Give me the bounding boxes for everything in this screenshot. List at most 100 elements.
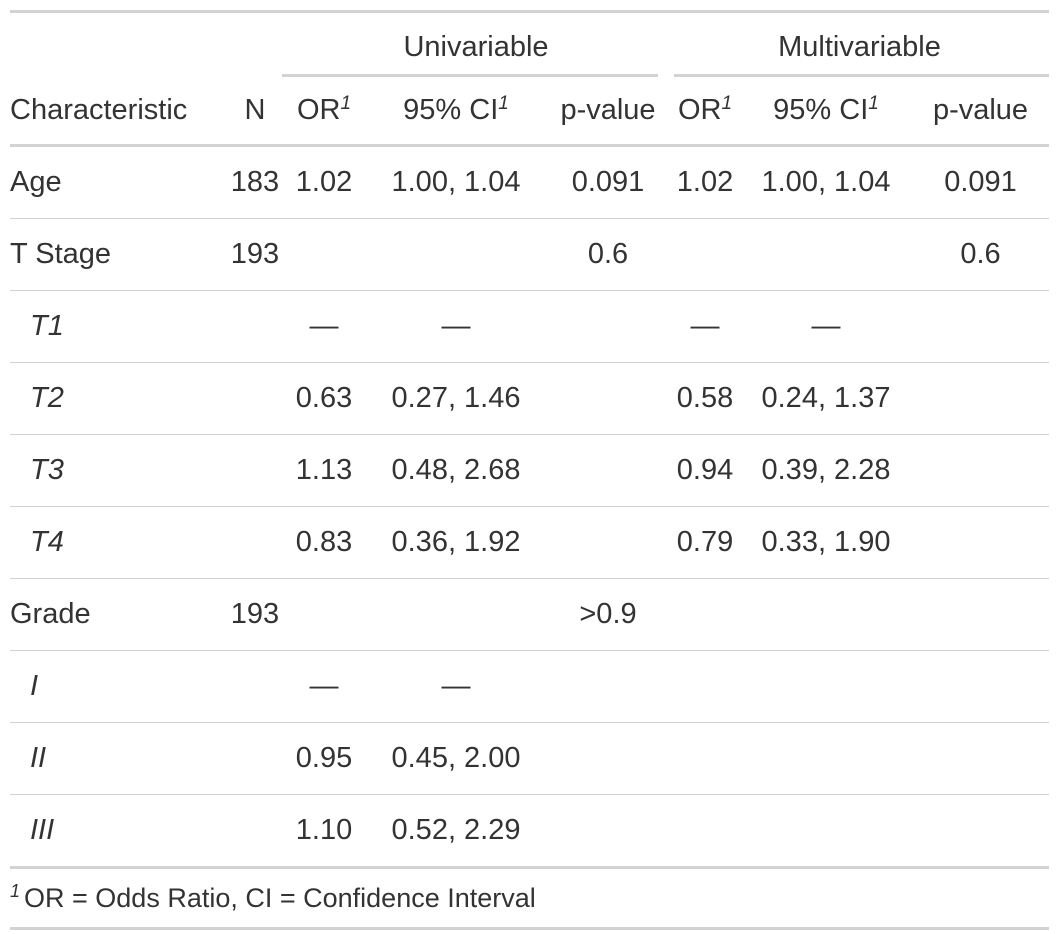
footnote-marker: 1 <box>340 93 352 114</box>
row-label: I <box>10 650 228 723</box>
cell-multivariable-p-value <box>912 362 1049 435</box>
cell-univariable-ci: 0.48, 2.68 <box>366 434 546 507</box>
cell-n <box>228 794 282 869</box>
cell-univariable-or: 1.02 <box>282 145 366 219</box>
cell-univariable-p-value: >0.9 <box>546 578 670 651</box>
header-multivariable-or: OR1 <box>670 77 740 147</box>
cell-multivariable-or <box>670 218 740 291</box>
cell-multivariable-or <box>670 794 740 869</box>
footnote-marker: 1 <box>721 93 733 114</box>
header-or-text: OR <box>296 94 341 126</box>
column-header-row: Characteristic N OR1 95% CI1 p-value OR1… <box>10 77 1049 147</box>
row-label: T Stage <box>10 218 228 291</box>
footnote-row: 1 OR = Odds Ratio, CI = Confidence Interv… <box>10 868 1049 929</box>
header-univariable-p-value: p-value <box>546 77 670 147</box>
cell-univariable-or: 0.83 <box>282 506 366 579</box>
cell-multivariable-or <box>670 650 740 723</box>
cell-n: 193 <box>228 218 282 291</box>
cell-univariable-or: 0.95 <box>282 722 366 795</box>
row-label: T4 <box>10 506 228 579</box>
cell-n <box>228 722 282 795</box>
footnote: 1 OR = Odds Ratio, CI = Confidence Interv… <box>10 868 1049 929</box>
table-row: III 1.10 0.52, 2.29 <box>10 794 1049 869</box>
cell-multivariable-p-value <box>912 794 1049 869</box>
cell-univariable-p-value <box>546 290 670 363</box>
row-label: II <box>10 722 228 795</box>
cell-n <box>228 650 282 723</box>
cell-multivariable-p-value <box>912 722 1049 795</box>
table-row: I — — <box>10 650 1049 723</box>
spanner-multivariable-label: Multivariable <box>778 30 941 63</box>
cell-univariable-or <box>282 578 366 651</box>
header-ci-text: 95% CI <box>403 94 499 126</box>
spanner-multivariable: Multivariable <box>670 12 1049 77</box>
cell-univariable-p-value <box>546 650 670 723</box>
spanner-univariable-rule <box>282 74 658 77</box>
cell-multivariable-or <box>670 578 740 651</box>
cell-univariable-ci: 1.00, 1.04 <box>366 145 546 219</box>
cell-multivariable-or: 0.79 <box>670 506 740 579</box>
row-label: Grade <box>10 578 228 651</box>
table-row: T1 — — — — <box>10 290 1049 363</box>
cell-univariable-or: 1.13 <box>282 434 366 507</box>
regression-table-container: Univariable Multivariable Characteristic… <box>10 10 1049 930</box>
cell-multivariable-ci: 0.39, 2.28 <box>740 434 912 507</box>
row-label: T1 <box>10 290 228 363</box>
cell-multivariable-p-value <box>912 290 1049 363</box>
cell-multivariable-ci <box>740 218 912 291</box>
spanner-univariable: Univariable <box>282 12 670 77</box>
cell-multivariable-ci <box>740 722 912 795</box>
cell-multivariable-or <box>670 722 740 795</box>
cell-n <box>228 434 282 507</box>
cell-n <box>228 290 282 363</box>
table-row: T4 0.83 0.36, 1.92 0.79 0.33, 1.90 <box>10 506 1049 579</box>
header-ci-text: 95% CI <box>773 94 869 126</box>
cell-univariable-p-value: 0.6 <box>546 218 670 291</box>
table-row: T3 1.13 0.48, 2.68 0.94 0.39, 2.28 <box>10 434 1049 507</box>
cell-univariable-ci: 0.36, 1.92 <box>366 506 546 579</box>
cell-univariable-or: — <box>282 650 366 723</box>
row-label: T3 <box>10 434 228 507</box>
cell-n: 193 <box>228 578 282 651</box>
cell-univariable-ci: 0.52, 2.29 <box>366 794 546 869</box>
cell-multivariable-p-value <box>912 650 1049 723</box>
cell-multivariable-ci <box>740 650 912 723</box>
spanner-empty-cell <box>10 12 282 78</box>
header-univariable-or: OR1 <box>282 77 366 147</box>
footnote-text: OR = Odds Ratio, CI = Confidence Interva… <box>24 882 536 913</box>
cell-n <box>228 362 282 435</box>
cell-univariable-or: 1.10 <box>282 794 366 869</box>
cell-multivariable-or: — <box>670 290 740 363</box>
spanner-multivariable-rule <box>674 74 1049 77</box>
cell-univariable-p-value <box>546 434 670 507</box>
row-label: Age <box>10 145 228 219</box>
table-row: II 0.95 0.45, 2.00 <box>10 722 1049 795</box>
cell-multivariable-or: 1.02 <box>670 145 740 219</box>
header-or-text: OR <box>677 94 722 126</box>
table-row: T2 0.63 0.27, 1.46 0.58 0.24, 1.37 <box>10 362 1049 435</box>
cell-multivariable-ci: 0.24, 1.37 <box>740 362 912 435</box>
header-characteristic: Characteristic <box>10 77 228 147</box>
header-univariable-ci: 95% CI1 <box>366 77 546 147</box>
header-multivariable-ci: 95% CI1 <box>740 77 912 147</box>
header-n: N <box>228 77 282 147</box>
cell-univariable-ci: 0.27, 1.46 <box>366 362 546 435</box>
cell-univariable-p-value <box>546 794 670 869</box>
cell-multivariable-ci: 1.00, 1.04 <box>740 145 912 219</box>
regression-table: Univariable Multivariable Characteristic… <box>10 10 1049 930</box>
cell-multivariable-p-value: 0.6 <box>912 218 1049 291</box>
table-row: Grade 193 >0.9 <box>10 578 1049 651</box>
cell-univariable-or <box>282 218 366 291</box>
cell-multivariable-or: 0.94 <box>670 434 740 507</box>
table-row: Age 183 1.02 1.00, 1.04 0.091 1.02 1.00,… <box>10 145 1049 219</box>
cell-univariable-ci <box>366 218 546 291</box>
row-label: T2 <box>10 362 228 435</box>
cell-n: 183 <box>228 145 282 219</box>
cell-univariable-ci: — <box>366 290 546 363</box>
cell-univariable-p-value <box>546 722 670 795</box>
footnote-marker: 1 <box>868 93 879 114</box>
spanner-univariable-label: Univariable <box>403 30 549 63</box>
cell-univariable-p-value: 0.091 <box>546 145 670 219</box>
row-label: III <box>10 794 228 869</box>
header-multivariable-p-value: p-value <box>912 77 1049 147</box>
